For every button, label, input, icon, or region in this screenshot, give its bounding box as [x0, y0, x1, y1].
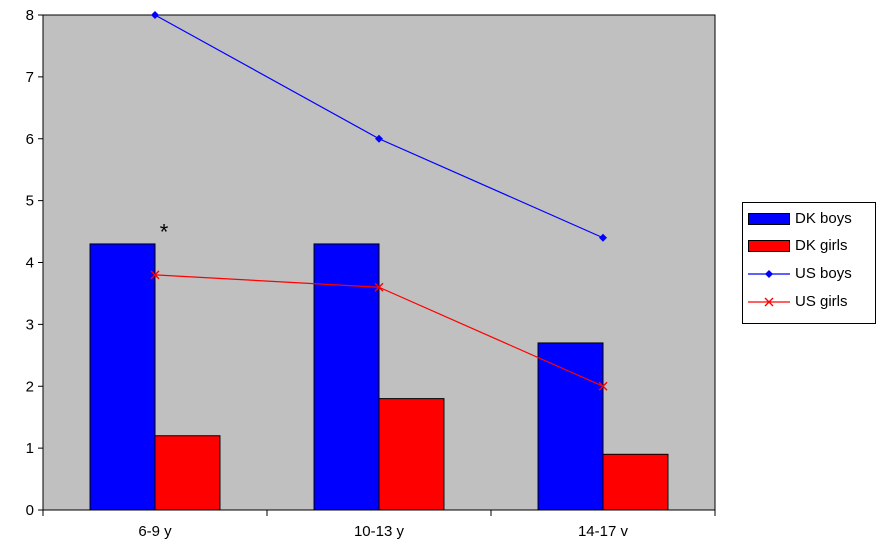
- series-lines: [150, 11, 608, 391]
- y-axis: 0 1 2 3 4 5 6 7 8: [26, 7, 43, 519]
- legend-item-us-girls: US girls: [743, 292, 877, 312]
- bars: [89, 243, 669, 511]
- point-us-girls-6-9-y: [150, 270, 160, 280]
- point-us-boys-6-9-y: [151, 11, 159, 19]
- point-us-girls-10-13-y: [374, 282, 384, 292]
- legend-label-us-boys: US boys: [795, 265, 852, 282]
- bar-dk-girls-10-13-y: [378, 398, 445, 511]
- legend-item-dk-boys: DK boys: [743, 209, 877, 229]
- y-tick-label: 7: [26, 69, 34, 86]
- x-tick-label: 6-9 y: [138, 523, 172, 540]
- y-tick-label: 3: [26, 316, 34, 333]
- bar-dk-boys-10-13-y: [313, 243, 380, 511]
- annotations: *: [160, 219, 169, 244]
- bar-dk-girls-14-17-v: [602, 453, 669, 511]
- x-tick-label: 14-17 v: [578, 523, 629, 540]
- y-tick-label: 2: [26, 378, 34, 395]
- legend-label-dk-boys: DK boys: [795, 210, 852, 227]
- legend-label-dk-girls: DK girls: [795, 237, 848, 254]
- bar-dk-girls-6-9-y: [154, 435, 221, 511]
- x-tick-label: 10-13 y: [354, 523, 405, 540]
- y-tick-label: 1: [26, 440, 34, 457]
- legend-swatch-dk-boys: [748, 213, 790, 225]
- point-us-boys-10-13-y: [375, 134, 383, 143]
- y-tick-label: 6: [26, 131, 34, 148]
- y-tick-label: 0: [26, 502, 34, 519]
- bar-dk-boys-6-9-y: [89, 243, 156, 511]
- legend-swatch-dk-girls: [748, 240, 790, 252]
- bar-dk-boys-14-17-v: [537, 342, 604, 511]
- annotation-asterisk: *: [160, 219, 169, 244]
- legend: DK boys DK girls US boys US girls: [742, 202, 876, 324]
- legend-item-us-boys: US boys: [743, 264, 877, 284]
- y-tick-label: 4: [26, 255, 34, 272]
- point-us-girls-14-17-v: [598, 381, 608, 391]
- y-tick-label: 5: [26, 193, 34, 210]
- legend-swatch-us-boys: [748, 268, 790, 280]
- legend-label-us-girls: US girls: [795, 293, 848, 310]
- y-tick-label: 8: [26, 7, 34, 24]
- point-us-boys-14-17-v: [599, 233, 607, 242]
- legend-item-dk-girls: DK girls: [743, 236, 877, 256]
- legend-swatch-us-girls: [748, 296, 790, 308]
- x-axis: 6-9 y 10-13 y 14-17 v: [42, 510, 716, 540]
